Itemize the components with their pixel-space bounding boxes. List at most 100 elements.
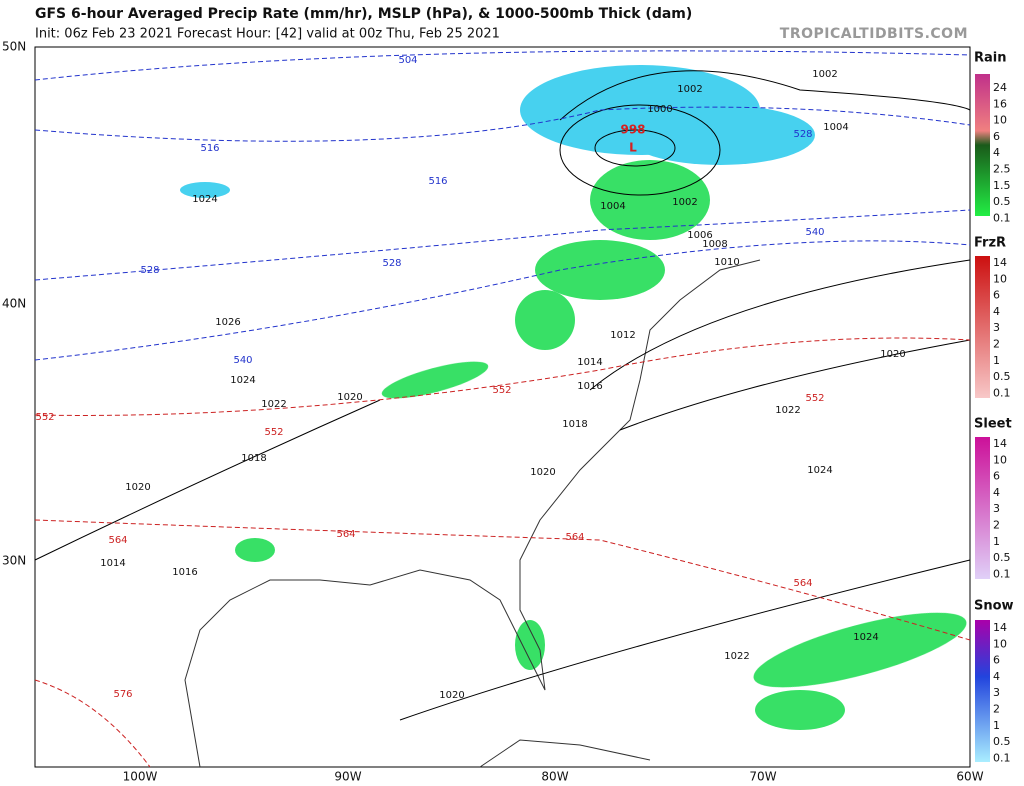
isobar-label: 1026 — [215, 317, 240, 328]
lon-label: 70W — [749, 770, 776, 784]
isobar — [559, 104, 721, 196]
legend-label: 1.5 — [993, 179, 1011, 192]
legend-label: 2 — [993, 519, 1000, 532]
rain-area — [515, 620, 545, 670]
legend-label: 0.1 — [993, 567, 1011, 580]
thickness-line — [34, 50, 971, 81]
rain-area — [381, 361, 489, 399]
isobar-label: 1024 — [853, 632, 878, 643]
rain-area — [590, 160, 710, 240]
legend-label: 24 — [993, 81, 1007, 94]
isobar-label: 1010 — [714, 257, 739, 268]
isobar-label: 1008 — [702, 239, 727, 250]
isobar-label: 1018 — [562, 419, 587, 430]
legend-label: 1 — [993, 354, 1000, 367]
legend-label: 3 — [993, 502, 1000, 515]
rain-area — [625, 105, 815, 165]
isobar-label: 1020 — [337, 392, 362, 403]
isobar — [34, 399, 381, 561]
legend-title: FrzR — [974, 236, 1006, 251]
lon-label: 90W — [334, 770, 361, 784]
legend-colorbar — [975, 620, 990, 762]
legend-title: Snow — [974, 599, 1014, 614]
rain-area — [235, 538, 275, 562]
isobar-label: 1020 — [880, 349, 905, 360]
isobar — [594, 129, 676, 167]
thickness-label: 540 — [805, 227, 824, 238]
legend-colorbar — [975, 256, 990, 398]
isobar-label: 1004 — [823, 122, 848, 133]
thickness-label: 528 — [140, 265, 159, 276]
lat-label: 30N — [2, 554, 26, 568]
isobar-label: 1014 — [100, 558, 125, 569]
isobar — [399, 559, 971, 721]
thickness-line — [34, 519, 971, 641]
legend-label: 10 — [993, 114, 1007, 127]
legend-title: Rain — [974, 51, 1007, 66]
legend-label: 2.5 — [993, 163, 1011, 176]
legend-label: 0.1 — [993, 211, 1011, 224]
legend-label: 6 — [993, 130, 1000, 143]
isobar-label: 1002 — [672, 197, 697, 208]
legend-label: 14 — [993, 256, 1007, 269]
isobar — [619, 339, 971, 431]
title: GFS 6-hour Averaged Precip Rate (mm/hr),… — [35, 6, 692, 22]
isobar — [559, 70, 971, 121]
watermark: TROPICALTIDBITS.COM — [780, 26, 968, 42]
isobar — [589, 259, 971, 391]
legend-label: 0.1 — [993, 751, 1011, 764]
thickness-label: 540 — [233, 355, 252, 366]
legend-label: 0.5 — [993, 551, 1011, 564]
legend-label: 0.1 — [993, 386, 1011, 399]
isobar-label: 1022 — [775, 405, 800, 416]
isobar-label: 1016 — [172, 567, 197, 578]
legend-label: 4 — [993, 146, 1000, 159]
thickness-label: 552 — [492, 385, 511, 396]
legend-label: 0.5 — [993, 735, 1011, 748]
legend-label: 4 — [993, 305, 1000, 318]
isobar-label: 1020 — [530, 467, 555, 478]
isobars — [34, 70, 971, 721]
legend-label: 3 — [993, 321, 1000, 334]
legend-label: 14 — [993, 621, 1007, 634]
lon-label: 100W — [123, 770, 158, 784]
thickness-label: 552 — [805, 393, 824, 404]
thickness-label: 504 — [398, 55, 417, 66]
legend-label: 6 — [993, 470, 1000, 483]
thickness-label: 528 — [382, 258, 401, 269]
cold-thickness — [34, 50, 971, 361]
legend-label: 10 — [993, 272, 1007, 285]
isobar-label: 1000 — [647, 104, 672, 115]
thickness-label: 564 — [793, 578, 812, 589]
rain-area — [180, 182, 230, 198]
subtitle: Init: 06z Feb 23 2021 Forecast Hour: [42… — [35, 27, 500, 42]
thickness-line — [34, 240, 971, 361]
legend-title: Sleet — [974, 417, 1012, 432]
legend-label: 6 — [993, 654, 1000, 667]
thickness-label: 516 — [200, 143, 219, 154]
legend-colorbar — [975, 437, 990, 579]
precip — [180, 65, 967, 730]
isobar-label: 1018 — [241, 453, 266, 464]
legend-label: 10 — [993, 637, 1007, 650]
legend-label: 6 — [993, 289, 1000, 302]
coastline — [184, 259, 761, 768]
legend-label: 1 — [993, 535, 1000, 548]
isobar-label: 1024 — [192, 194, 217, 205]
legend-label: 2 — [993, 703, 1000, 716]
legend-label: 4 — [993, 670, 1000, 683]
legend-label: 1 — [993, 719, 1000, 732]
lon-label: 80W — [541, 770, 568, 784]
coastline — [479, 739, 651, 768]
legend-colorbar — [975, 74, 990, 216]
thickness-label: 552 — [264, 427, 283, 438]
legend-label: 10 — [993, 453, 1007, 466]
isobar-label: 1012 — [610, 330, 635, 341]
isobar-label: 1002 — [812, 69, 837, 80]
legend-label: 4 — [993, 486, 1000, 499]
coastlines — [184, 259, 761, 768]
lat-label: 50N — [2, 40, 26, 54]
legend-label: 0.5 — [993, 195, 1011, 208]
thickness-label: 552 — [35, 412, 54, 423]
